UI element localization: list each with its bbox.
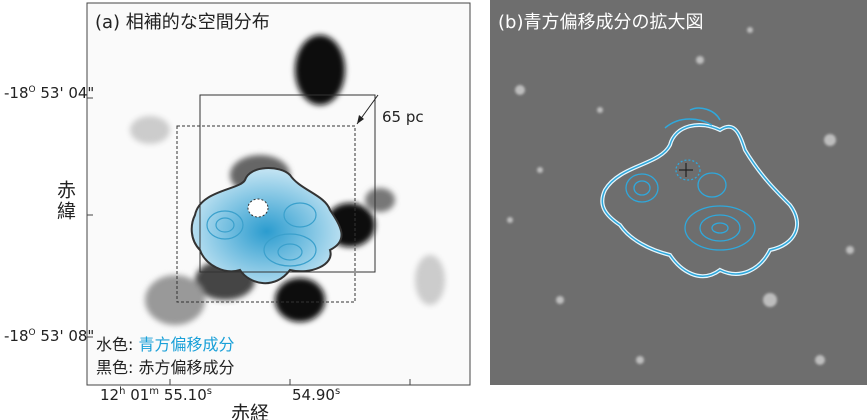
legend-entry: 黒色: 赤方偏移成分	[96, 358, 235, 377]
deg: -18	[4, 84, 29, 102]
sup: O	[29, 85, 36, 95]
panel-a: 65 pc (a) 相補的な空間分布 -18O 53' 04" -18O 53'…	[4, 3, 470, 420]
rest: 53' 04"	[36, 84, 95, 102]
legend-entry: 水色: 青方偏移成分	[96, 335, 235, 354]
ra-tick: 12h 01m 55.10s	[100, 386, 212, 404]
su: s	[207, 386, 212, 397]
ra-label: 赤経	[231, 403, 269, 420]
panel-b-image	[490, 0, 867, 385]
s: 55.10	[159, 386, 207, 404]
panel-a-title: (a) 相補的な空間分布	[95, 12, 270, 33]
legend-key: 水色:	[96, 335, 138, 354]
panel-b: (b)青方偏移成分の拡大図	[490, 0, 867, 385]
figure: 65 pc (a) 相補的な空間分布 -18O 53' 04" -18O 53'…	[0, 0, 867, 420]
legend-key: 黒色:	[96, 358, 138, 377]
su: s	[335, 386, 340, 397]
ra-tick: 54.90s	[292, 386, 340, 404]
legend-text: 青方偏移成分	[138, 335, 234, 354]
mu: m	[149, 386, 159, 397]
s: 54.90	[292, 386, 335, 404]
dec-tick: -18O 53' 08"	[4, 327, 94, 345]
m: 01	[125, 386, 149, 404]
rest: 53' 08"	[36, 327, 95, 345]
dec-label: 赤緯	[54, 180, 76, 222]
h: 12	[100, 386, 119, 404]
legend-text: 赤方偏移成分	[138, 358, 234, 377]
scale-label: 65 pc	[382, 108, 424, 126]
hole	[248, 199, 268, 217]
dec-tick: -18O 53' 04"	[4, 84, 94, 102]
deg: -18	[4, 327, 29, 345]
sup: O	[29, 328, 36, 338]
panel-b-title: (b)青方偏移成分の拡大図	[498, 12, 703, 33]
